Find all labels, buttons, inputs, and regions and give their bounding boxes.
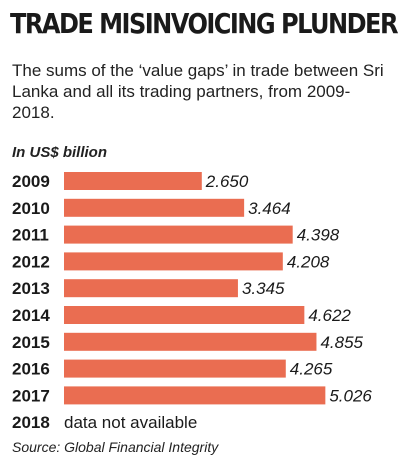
bar-2015 xyxy=(64,332,317,351)
year-label: 2012 xyxy=(12,252,50,271)
year-label: 2011 xyxy=(12,226,49,245)
value-label: 4.398 xyxy=(297,226,340,245)
bar-chart: 2009 2.650 2010 3.464 2011 4.398 2012 4.208 2013… xyxy=(12,172,372,432)
value-label: 3.345 xyxy=(242,279,285,298)
value-label: 5.026 xyxy=(329,386,372,405)
year-label: 2018 xyxy=(12,413,50,432)
value-label: 4.208 xyxy=(287,252,330,271)
year-label: 2017 xyxy=(12,386,50,405)
bar-2009 xyxy=(64,172,202,190)
source-note: Source: Global Financial Integrity xyxy=(12,439,219,455)
year-label: 2016 xyxy=(12,360,50,379)
bar-2011 xyxy=(64,225,293,244)
bar-2016 xyxy=(64,359,286,378)
year-label: 2009 xyxy=(12,172,50,191)
year-label: 2010 xyxy=(12,199,50,218)
value-label: 4.265 xyxy=(290,360,333,379)
missing-data-note: data not available xyxy=(64,413,197,432)
year-label: 2015 xyxy=(12,333,50,352)
value-label: 3.464 xyxy=(248,199,291,218)
year-label: 2013 xyxy=(12,279,50,298)
bar-2010 xyxy=(64,198,245,217)
value-label: 4.855 xyxy=(320,333,363,352)
bar-2014 xyxy=(64,306,305,324)
value-label: 2.650 xyxy=(205,172,249,191)
bar-2017 xyxy=(64,386,326,405)
bar-2012 xyxy=(64,252,283,271)
bar-2013 xyxy=(64,279,238,298)
value-label: 4.622 xyxy=(308,306,351,325)
chart-subtitle: The sums of the ‘value gaps’ in trade be… xyxy=(12,61,384,122)
year-label: 2014 xyxy=(12,306,50,325)
chart-title: TRADE MISINVOICING PLUNDER xyxy=(10,7,399,40)
units-label: In US$ billion xyxy=(12,144,108,161)
